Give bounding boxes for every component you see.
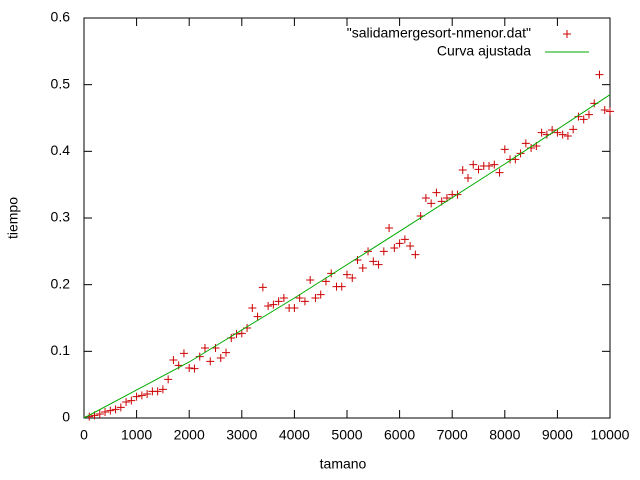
y-tick-label: 0 [62,409,70,425]
legend-label: Curva ajustada [437,43,531,59]
x-tick-label: 6000 [384,427,415,443]
data-point [153,387,162,396]
data-point [584,110,593,119]
data-point [474,165,483,174]
y-tick-label: 0.2 [51,275,71,291]
data-point [143,390,152,398]
data-point [316,290,325,299]
x-tick-label: 7000 [437,427,468,443]
data-point [264,302,273,310]
data-point [569,125,578,134]
data-point [216,354,225,362]
data-point [553,128,562,137]
data-point [495,168,504,177]
y-tick-label: 0.5 [51,75,71,91]
data-point [321,277,330,286]
data-point [537,128,546,137]
data-point [421,194,430,202]
data-point [95,410,104,418]
data-point [164,375,173,384]
data-point [500,145,509,154]
data-point [169,356,178,364]
fit-line [83,94,611,419]
data-point [185,364,194,372]
data-point [358,264,367,272]
data-point [490,160,499,169]
data-point [253,312,262,321]
x-tick-label: 4000 [279,427,310,443]
data-point [337,282,346,291]
x-tick-label: 2000 [174,427,205,443]
data-point [306,276,315,284]
data-point [343,270,351,279]
data-point [348,274,357,282]
data-point [469,160,478,169]
data-point [311,294,320,302]
data-point [521,139,530,148]
data-point [485,162,494,170]
y-tick-label: 0.3 [51,209,71,225]
data-point [200,344,209,352]
data-point [248,304,257,312]
plot-border [83,17,611,419]
data-point [595,70,604,79]
data-point [458,166,467,174]
data-point [563,132,572,140]
legend-label: "salidamergesort-nmenor.dat" [347,25,531,41]
y-tick-label: 0.1 [51,342,71,358]
data-point [127,396,136,405]
data-point [279,294,288,302]
data-point [600,106,609,114]
data-point [385,224,394,232]
data-point [295,294,304,302]
data-point [274,297,283,306]
data-point [400,235,409,244]
x-axis-label: tamano [320,456,367,472]
data-point [258,283,267,292]
data-point [269,300,278,309]
legend-marker [563,30,571,38]
data-point [379,247,388,256]
data-point [411,250,420,259]
data-point [132,392,141,401]
data-point [116,403,125,412]
data-point [558,130,567,139]
data-point [111,405,120,414]
data-point [606,107,614,116]
data-point [463,174,472,182]
data-point [101,408,110,416]
data-point [158,385,167,394]
data-point [579,115,588,124]
y-axis-label: tiempo [5,197,21,239]
data-point [290,304,299,312]
data-point [374,260,383,269]
x-tick-label: 3000 [226,427,257,443]
data-point [432,188,441,197]
data-point [137,391,146,400]
data-point [406,242,415,250]
x-tick-label: 8000 [489,427,520,443]
data-point [369,257,378,266]
data-point [232,330,241,338]
data-point [390,244,399,252]
data-point [395,239,404,248]
data-point [427,199,436,208]
data-point [222,348,231,357]
x-tick-label: 10000 [591,427,630,443]
data-point [106,406,115,415]
data-point [122,398,131,406]
data-point [206,357,215,366]
y-tick-label: 0.6 [51,9,71,25]
y-tick-label: 0.4 [51,142,71,158]
x-tick-label: 0 [80,427,88,443]
data-point [179,349,188,358]
data-point [190,364,199,373]
x-tick-label: 1000 [121,427,152,443]
x-tick-label: 9000 [542,427,573,443]
x-tick-label: 5000 [331,427,362,443]
data-point [300,297,309,306]
data-point [237,329,246,338]
